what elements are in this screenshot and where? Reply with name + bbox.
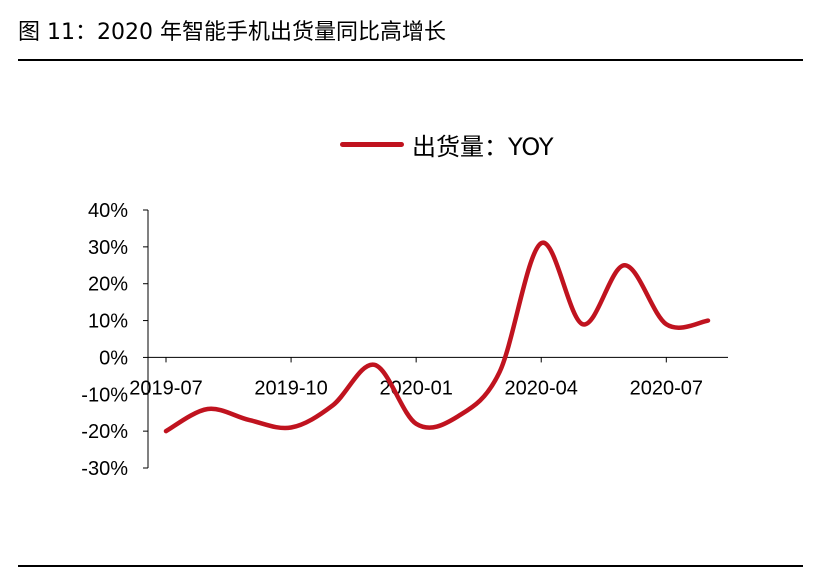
y-tick-label: -20% (81, 421, 128, 443)
y-tick-label: 0% (99, 347, 128, 369)
plot-area (163, 240, 711, 434)
bottom-rule (18, 565, 803, 567)
legend-label: 出货量：YOY (412, 132, 554, 161)
chart-axes (147, 210, 728, 468)
x-tick-label: 2019-10 (254, 377, 327, 399)
data-point (206, 407, 210, 411)
legend-swatch (340, 141, 404, 147)
data-point (456, 414, 460, 418)
data-point (414, 422, 418, 426)
y-tick-label: 30% (88, 237, 128, 259)
data-point (498, 370, 502, 374)
y-tick-label: 40% (88, 200, 128, 222)
figure-title: 图 11：2020 年智能手机出货量同比高增长 (18, 20, 446, 45)
data-point (539, 241, 543, 245)
data-point (706, 319, 710, 323)
y-tick-label: -30% (81, 458, 128, 480)
y-tick-labels: 40% 30% 20% 10% 0% -10% -20% -30% (81, 200, 148, 480)
data-point (331, 403, 335, 407)
data-point (289, 426, 293, 430)
y-tick-label: -10% (81, 384, 128, 406)
x-tick-label: 2020-07 (630, 377, 703, 399)
chart-legend: 出货量：YOY (340, 128, 554, 161)
data-point (581, 322, 585, 326)
y-tick-label: 20% (88, 274, 128, 296)
x-tick-label: 2019-07 (129, 377, 202, 399)
data-point (247, 418, 251, 422)
data-point (164, 429, 168, 433)
data-point (623, 263, 627, 267)
top-rule (18, 59, 803, 61)
data-point (373, 363, 377, 367)
data-point (664, 322, 668, 326)
x-tick-labels: 2019-07 2019-10 2020-01 2020-04 2020-07 (129, 357, 703, 399)
x-tick-label: 2020-04 (505, 377, 578, 399)
series-line-yoy (163, 240, 711, 434)
y-tick-label: 10% (88, 311, 128, 333)
